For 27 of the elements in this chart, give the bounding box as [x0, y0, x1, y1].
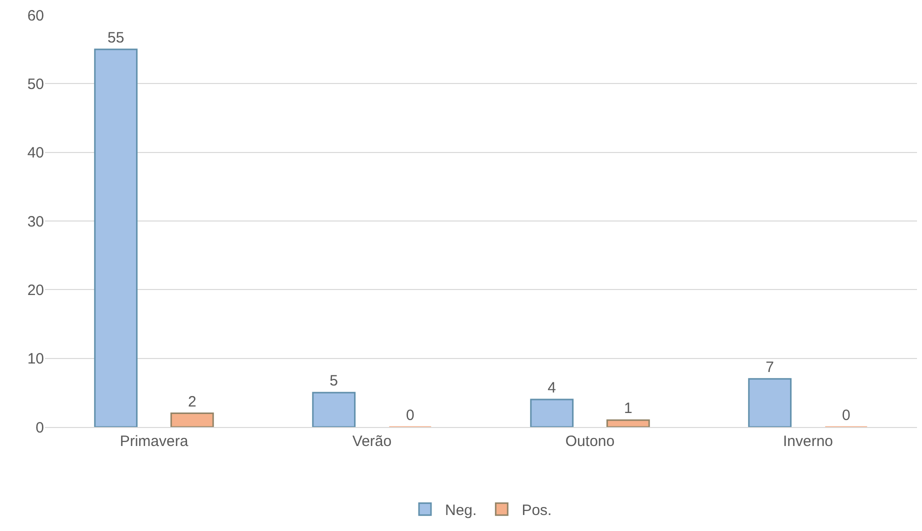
y-tick-label: 50	[27, 76, 44, 93]
data-label: 4	[548, 380, 556, 397]
y-tick-label: 30	[27, 213, 44, 230]
data-label: 5	[330, 372, 338, 390]
legend-label: Neg.	[445, 502, 477, 520]
data-label: 0	[406, 407, 414, 424]
legend-label: Pos.	[522, 502, 552, 520]
bar	[170, 412, 214, 427]
data-label: 2	[188, 393, 196, 410]
y-tick-label: 60	[27, 7, 44, 24]
bar	[748, 378, 792, 427]
x-tick-label: Outono	[565, 433, 615, 450]
bar	[530, 398, 574, 427]
bar	[94, 48, 138, 427]
bar	[312, 392, 356, 427]
data-label: 55	[108, 29, 124, 46]
x-tick-label: Inverno	[782, 433, 834, 450]
y-tick-label: 0	[36, 419, 44, 436]
x-tick-label: Verão	[352, 433, 392, 450]
data-label: 0	[842, 407, 850, 424]
y-tick-label: 20	[27, 282, 44, 299]
y-tick-label: 40	[27, 144, 44, 162]
y-tick-label: 10	[27, 350, 44, 368]
data-label: 7	[766, 358, 774, 376]
data-label: 1	[624, 400, 632, 418]
x-tick-label: Primavera	[120, 433, 189, 450]
bar	[606, 419, 650, 427]
